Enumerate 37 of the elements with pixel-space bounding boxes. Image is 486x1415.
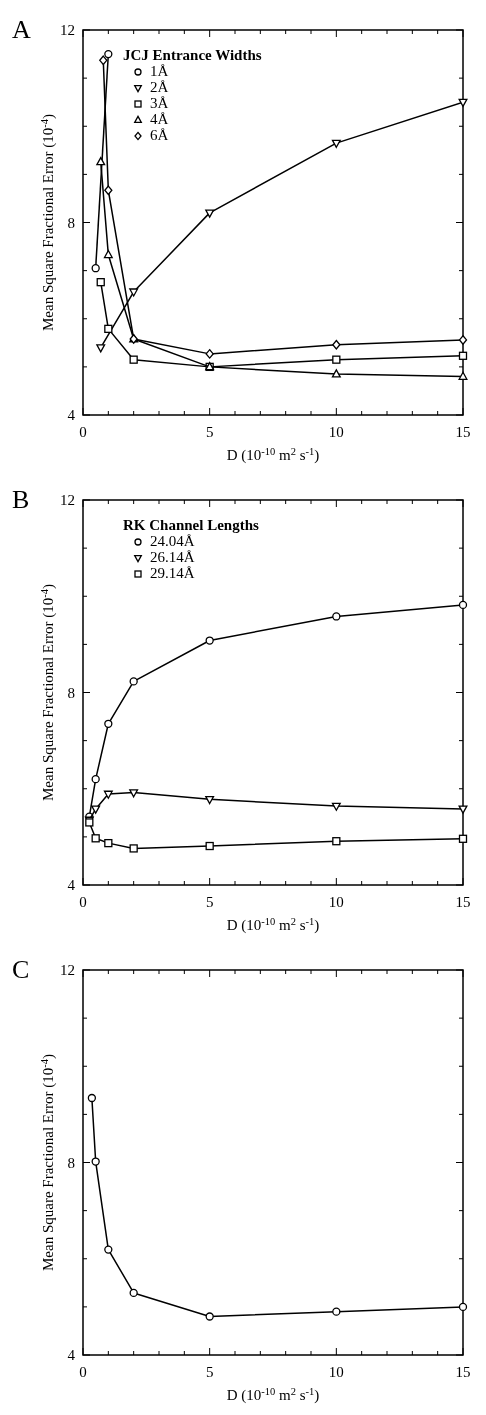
y-tick-label: 4 bbox=[67, 877, 76, 893]
x-tick-label: 5 bbox=[205, 894, 214, 910]
legend-label: 29.14Å bbox=[150, 565, 195, 581]
x-tick-label: 15 bbox=[455, 1364, 471, 1380]
y-tick-label: 4 bbox=[67, 407, 76, 423]
legend-label: 24.04Å bbox=[150, 533, 195, 549]
x-tick-label: 10 bbox=[328, 894, 344, 910]
y-tick-label: 8 bbox=[67, 1154, 75, 1171]
legend-label: 3Å bbox=[150, 95, 169, 111]
x-tick-label: 10 bbox=[328, 1364, 344, 1380]
x-tick-label: 0 bbox=[79, 894, 87, 910]
legend-title: RK Channel Lengths bbox=[123, 517, 260, 533]
x-tick-label: 10 bbox=[328, 424, 344, 440]
y-tick-label: 8 bbox=[67, 214, 75, 231]
legend-label: 2Å bbox=[150, 79, 169, 95]
x-tick-label: 0 bbox=[79, 1364, 87, 1380]
y-tick-label: 12 bbox=[60, 492, 75, 508]
y-tick-label: 12 bbox=[60, 962, 75, 978]
x-axis-title: D (10$^{-10}$ m$^{2}$ s$^{-1}$) bbox=[226, 915, 320, 934]
text: A bbox=[12, 15, 31, 44]
x-axis-title: D (10$^{-10}$ m$^{2}$ s$^{-1}$) bbox=[226, 1385, 320, 1404]
legend-label: 6Å bbox=[150, 127, 169, 143]
legend-label: 26.14Å bbox=[150, 549, 195, 565]
y-tick-label: 4 bbox=[67, 1347, 76, 1363]
x-tick-label: 15 bbox=[455, 894, 471, 910]
x-axis-title: D (10$^{-10}$ m$^{2}$ s$^{-1}$) bbox=[226, 445, 320, 464]
x-tick-label: 15 bbox=[455, 424, 471, 440]
legend-label: 1Å bbox=[150, 63, 169, 79]
legend-title: JCJ Entrance Widths bbox=[123, 47, 262, 63]
x-tick-label: 5 bbox=[205, 424, 214, 440]
legend-label: 4Å bbox=[150, 111, 169, 127]
text: C bbox=[12, 955, 30, 984]
x-tick-label: 0 bbox=[79, 424, 87, 440]
x-tick-label: 5 bbox=[205, 1364, 214, 1380]
y-tick-label: 12 bbox=[60, 22, 75, 38]
y-tick-label: 8 bbox=[67, 684, 75, 701]
text: B bbox=[12, 485, 30, 514]
